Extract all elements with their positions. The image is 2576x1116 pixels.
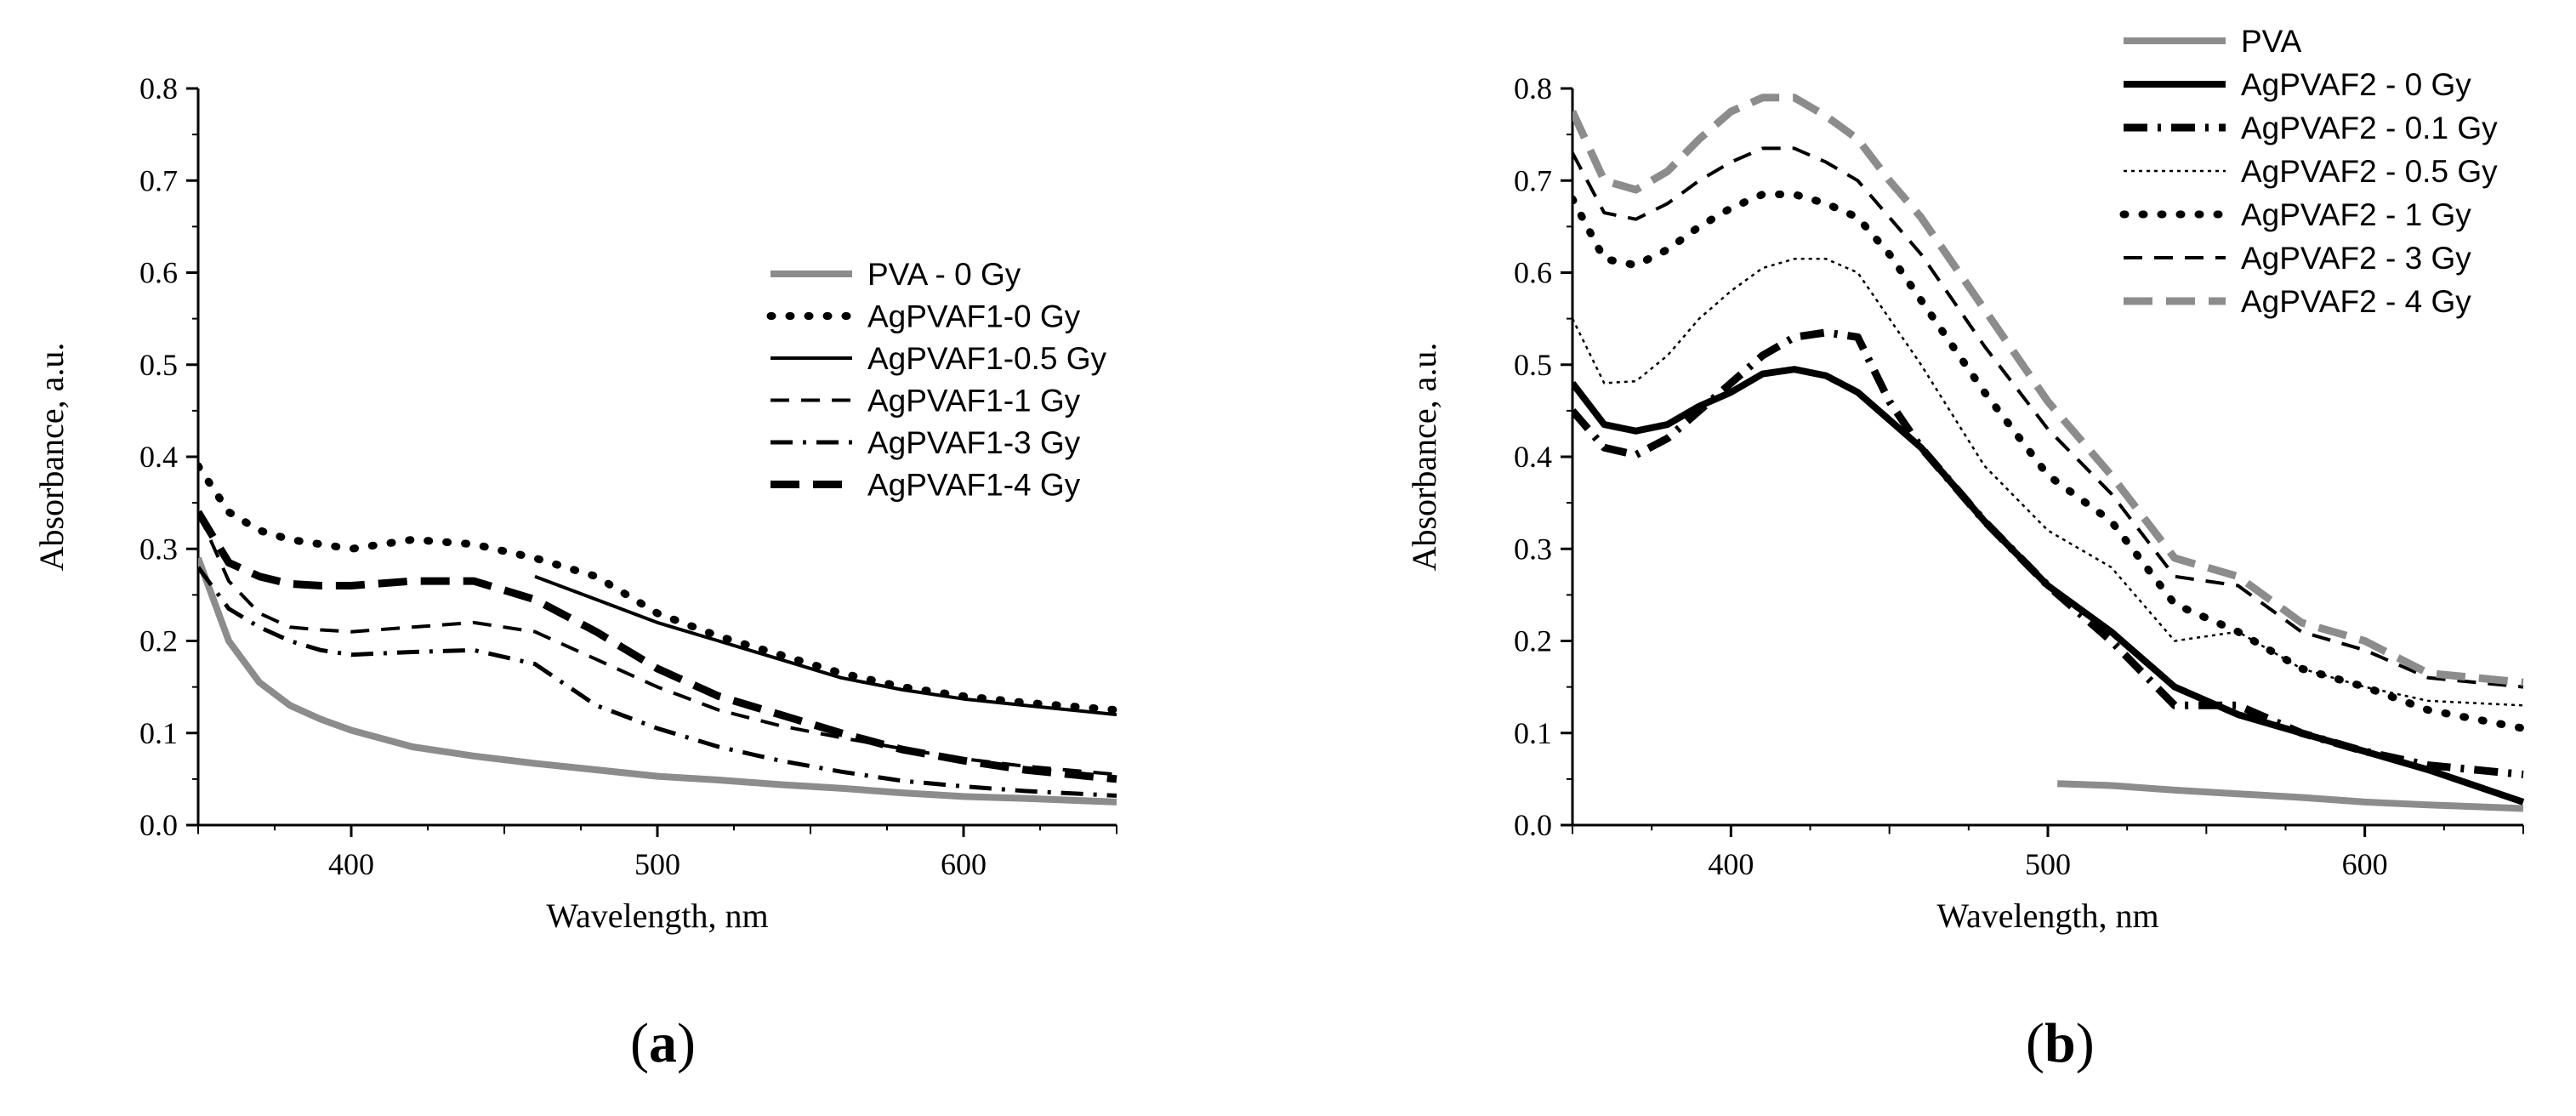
legend-label-4: AgPVAF1-1 Gy — [867, 384, 1081, 418]
series-line-7 — [1572, 94, 2524, 686]
legend-label-1: PVA — [2241, 24, 2302, 59]
panel-label: (b) — [2026, 1012, 2095, 1074]
legend-label-1: PVA - 0 Gy — [867, 257, 1021, 292]
series-line-3 — [1572, 328, 2524, 778]
y-tick-label: 0.4 — [1514, 440, 1552, 474]
series-line-2 — [198, 462, 1120, 715]
series-line-3 — [534, 574, 1117, 717]
series-line-5 — [198, 566, 1117, 798]
y-tick-label: 0.2 — [139, 624, 178, 658]
panel-label-open: ( — [2026, 1012, 2044, 1074]
x-axis-label: Wavelength, nm — [546, 897, 768, 935]
y-tick-label: 0.5 — [1514, 348, 1552, 382]
legend-label-4: AgPVAF2 - 0.5 Gy — [2241, 154, 2498, 189]
legend-label-6: AgPVAF1-4 Gy — [867, 468, 1081, 503]
x-tick-label: 400 — [328, 847, 374, 881]
y-tick-label: 0.0 — [1514, 808, 1552, 842]
legend-label-2: AgPVAF1-0 Gy — [867, 299, 1081, 334]
y-tick-label: 0.2 — [1514, 624, 1552, 658]
y-tick-label: 0.4 — [139, 440, 178, 474]
y-axis-label: Absorbance, a.u. — [1405, 343, 1443, 572]
legend-label-6: AgPVAF2 - 3 Gy — [2241, 241, 2471, 276]
series-line-2 — [1572, 366, 2525, 806]
chart-b: 0.0 0.1 0.2 0.3 0.4 0.5 0.6 0.7 0.8 400 500 600 Wave… — [1405, 24, 2527, 1074]
y-tick-label: 0.6 — [1514, 256, 1552, 290]
x-tick-label: 500 — [634, 847, 680, 881]
x-tick-label: 600 — [941, 847, 987, 881]
y-tick-label: 0.0 — [139, 808, 178, 842]
legend-label-5: AgPVAF2 - 1 Gy — [2241, 197, 2471, 232]
panel-label-open: ( — [630, 1012, 649, 1074]
y-tick-label: 0.8 — [1514, 71, 1552, 105]
x-tick-label: 500 — [2025, 847, 2071, 881]
legend-label-7: AgPVAF2 - 4 Gy — [2241, 284, 2471, 319]
y-tick-label: 0.5 — [139, 348, 178, 382]
legend-label-5: AgPVAF1-3 Gy — [867, 425, 1081, 460]
y-axis-label: Absorbance, a.u. — [32, 343, 71, 572]
panel-label: (a) — [630, 1012, 696, 1074]
series-line-4 — [198, 511, 1117, 777]
series-line-4 — [1572, 258, 2524, 707]
y-tick-label: 0.8 — [139, 71, 178, 105]
x-axis-label: Wavelength, nm — [1936, 897, 2158, 935]
x-tick-label: 400 — [1708, 847, 1754, 881]
y-tick-label: 0.3 — [1514, 532, 1552, 566]
y-tick-label: 0.3 — [139, 532, 178, 566]
chart-a: 0.0 0.1 0.2 0.3 0.4 0.5 0.6 0.7 0.8 400 500 600 Wave… — [32, 71, 1120, 1074]
panel-label-letter: a — [649, 1012, 677, 1074]
x-tick-label: 600 — [2342, 847, 2388, 881]
y-tick-label: 0.7 — [1514, 163, 1552, 197]
series-line-1 — [198, 556, 1117, 806]
panel-label-letter: b — [2044, 1012, 2076, 1074]
y-tick-label: 0.6 — [139, 256, 178, 290]
legend-label-2: AgPVAF2 - 0 Gy — [2241, 67, 2471, 102]
series-line-5 — [1572, 191, 2527, 732]
y-tick-label: 0.1 — [1514, 716, 1552, 750]
y-tick-label: 0.1 — [139, 716, 178, 750]
y-tick-label: 0.7 — [139, 163, 178, 197]
series-line-6 — [198, 510, 1117, 783]
legend-label-3: AgPVAF2 - 0.1 Gy — [2241, 111, 2498, 145]
panel-label-close: ) — [2076, 1012, 2095, 1074]
panel-label-close: ) — [677, 1012, 696, 1074]
legend-label-3: AgPVAF1-0.5 Gy — [867, 341, 1107, 376]
series-line-1 — [2057, 780, 2524, 812]
